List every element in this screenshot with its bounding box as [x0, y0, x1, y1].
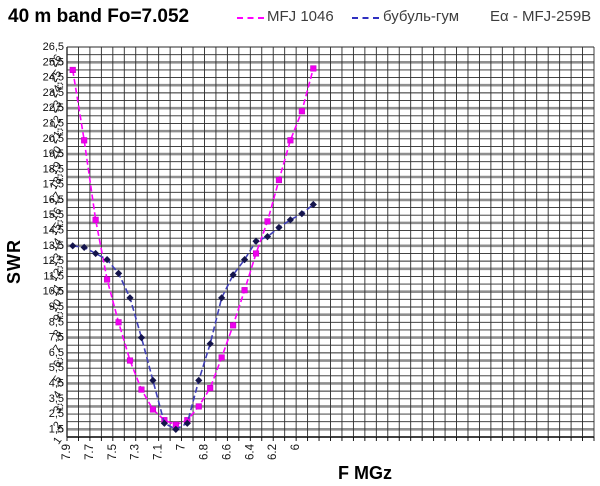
svg-text:17,5: 17,5 [43, 179, 64, 191]
svg-text:26,5: 26,5 [43, 41, 64, 53]
svg-text:2: 2 [51, 420, 64, 432]
svg-text:7.1: 7.1 [153, 444, 165, 460]
svg-text:7.7: 7.7 [84, 444, 96, 460]
svg-text:5,5: 5,5 [49, 362, 64, 374]
y-axis-tick-squares [57, 59, 64, 433]
svg-text:15: 15 [48, 221, 65, 238]
svg-text:7.9: 7.9 [61, 444, 73, 460]
svg-text:12,5: 12,5 [43, 255, 64, 267]
legend-swatch-mfj1046 [237, 17, 264, 19]
chart-title: 40 m band Fo=7.052 [8, 6, 190, 27]
svg-text:16: 16 [48, 205, 65, 222]
svg-text:6.2: 6.2 [267, 444, 279, 460]
svg-text:15,5: 15,5 [43, 209, 64, 221]
svg-text:14,5: 14,5 [43, 225, 64, 237]
svg-text:7,5: 7,5 [49, 332, 64, 344]
svg-text:4: 4 [51, 389, 64, 401]
svg-text:4,5: 4,5 [49, 377, 64, 389]
x-axis-labels: 7.9 7.7 7.5 7.3 7.1 7 6.8 6.6 6.4 6.2 6 [61, 443, 302, 460]
svg-text:11: 11 [48, 282, 64, 298]
svg-text:6: 6 [51, 358, 64, 370]
svg-text:3: 3 [51, 404, 64, 416]
svg-text:6,5: 6,5 [49, 347, 64, 359]
svg-text:22,5: 22,5 [43, 102, 64, 114]
svg-text:22: 22 [48, 114, 65, 131]
svg-text:7: 7 [51, 343, 64, 355]
y-axis-labels: 11,522,533,544,555,566,577,588,599,51010… [43, 41, 65, 447]
svg-text:16,5: 16,5 [43, 194, 64, 206]
series-bubul-gum [69, 200, 317, 433]
svg-text:21,5: 21,5 [43, 117, 64, 129]
svg-text:20: 20 [48, 144, 65, 161]
legend-label-analyzer: Eα - MFJ-259B [490, 8, 592, 25]
svg-text:23,5: 23,5 [43, 87, 64, 99]
svg-text:10,5: 10,5 [43, 286, 64, 298]
svg-text:18: 18 [48, 175, 65, 192]
svg-text:7: 7 [176, 444, 188, 450]
svg-text:6.8: 6.8 [198, 444, 210, 460]
vertical-gridlines [66, 47, 595, 441]
svg-text:25,5: 25,5 [43, 56, 64, 68]
svg-text:6: 6 [290, 444, 302, 450]
svg-text:9: 9 [51, 312, 64, 324]
svg-text:24: 24 [48, 83, 65, 100]
svg-text:24,5: 24,5 [43, 72, 64, 84]
svg-text:3,5: 3,5 [49, 393, 64, 405]
svg-text:6.4: 6.4 [244, 443, 256, 460]
svg-text:18,5: 18,5 [43, 163, 64, 175]
svg-text:2,5: 2,5 [49, 408, 64, 420]
svg-text:11,5: 11,5 [43, 270, 64, 282]
svg-text:1: 1 [51, 435, 64, 447]
svg-text:1,5: 1,5 [49, 423, 64, 435]
legend-label-bubul-gum: бубуль-гум [383, 8, 460, 25]
svg-text:8,5: 8,5 [49, 316, 64, 328]
svg-text:26: 26 [48, 52, 65, 69]
svg-text:13: 13 [48, 251, 65, 268]
legend-label-mfj1046: MFJ 1046 [267, 8, 334, 25]
svg-text:20,5: 20,5 [43, 133, 64, 145]
svg-text:7.3: 7.3 [130, 444, 142, 460]
svg-text:19: 19 [48, 160, 65, 177]
svg-text:17: 17 [48, 190, 65, 207]
svg-text:13,5: 13,5 [43, 240, 64, 252]
svg-text:6.6: 6.6 [221, 444, 233, 460]
svg-text:8: 8 [51, 328, 64, 340]
svg-text:21: 21 [48, 129, 65, 146]
svg-text:23: 23 [48, 98, 65, 115]
legend-swatch-bubul-gum [352, 17, 379, 19]
svg-text:19,5: 19,5 [43, 148, 64, 160]
svg-text:10: 10 [48, 297, 65, 314]
svg-text:14: 14 [48, 236, 65, 253]
svg-text:9,5: 9,5 [49, 301, 64, 313]
svg-text:5: 5 [51, 374, 64, 386]
svg-text:12: 12 [48, 267, 65, 284]
series-mfj-1046 [69, 65, 317, 428]
svg-text:25: 25 [48, 68, 65, 85]
x-axis-title: F MGz [338, 463, 392, 483]
svg-text:7.5: 7.5 [107, 444, 119, 460]
